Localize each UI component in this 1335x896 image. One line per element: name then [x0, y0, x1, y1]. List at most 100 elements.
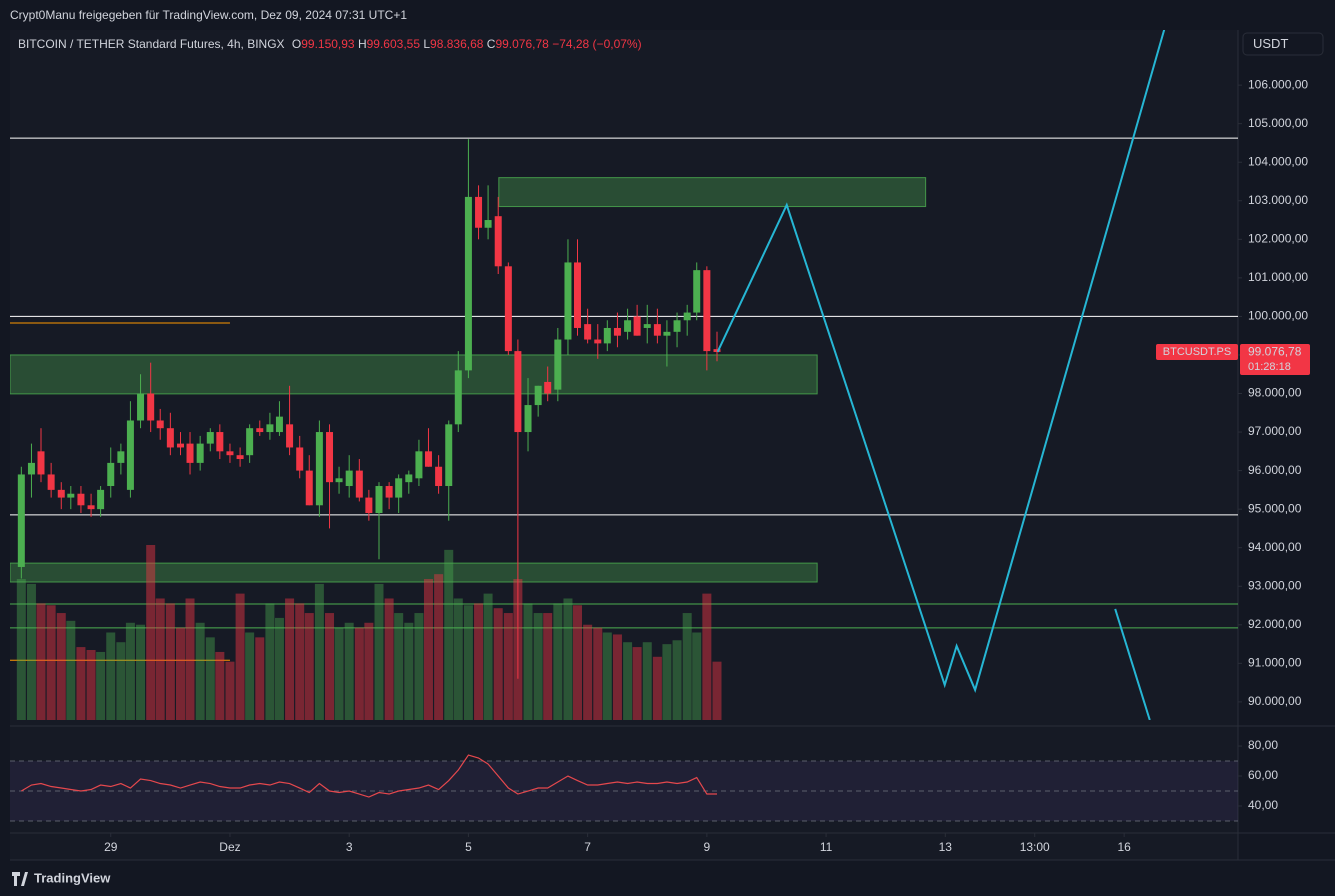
- volume-bar: [702, 593, 712, 720]
- volume-bar: [46, 605, 56, 720]
- volume-bar: [354, 627, 364, 720]
- volume-bar: [334, 627, 344, 720]
- candle-body: [286, 424, 294, 448]
- candle-body: [345, 470, 353, 487]
- x-tick-label: 9: [704, 840, 711, 854]
- candle-body: [365, 497, 373, 513]
- y-tick-label: 103.000,00: [1248, 193, 1308, 207]
- volume-bar: [76, 647, 86, 720]
- y-tick-label: 90.000,00: [1248, 694, 1302, 708]
- symbol: BITCOIN / TETHER Standard Futures, 4h, B…: [18, 37, 285, 51]
- y-tick-label: 105.000,00: [1248, 116, 1308, 130]
- candle-body: [176, 443, 184, 448]
- candle-body: [484, 220, 492, 228]
- volume-bar: [106, 632, 116, 720]
- candle-body: [395, 478, 403, 498]
- candle-body: [186, 443, 194, 463]
- rsi-tick-label: 80,00: [1248, 738, 1278, 752]
- volume-bar: [205, 637, 215, 720]
- volume-bar: [56, 613, 66, 720]
- volume-bar: [632, 647, 642, 720]
- ohlc-key: L: [423, 37, 430, 51]
- legend: BITCOIN / TETHER Standard Futures, 4h, B…: [18, 37, 642, 51]
- volume-bar: [155, 598, 165, 720]
- candle-body: [683, 312, 691, 321]
- x-tick-label: 11: [820, 840, 833, 854]
- volume-bar: [394, 613, 404, 720]
- candle-body: [126, 420, 134, 490]
- currency[interactable]: USDT: [1253, 36, 1288, 51]
- volume-bar: [36, 603, 46, 720]
- candle-body: [246, 428, 254, 456]
- volume-bar: [652, 656, 662, 720]
- volume-bar: [295, 603, 305, 720]
- volume-bar: [583, 624, 593, 720]
- volume-bar: [136, 624, 146, 720]
- y-tick-label: 97.000,00: [1248, 424, 1302, 438]
- y-tick-label: 102.000,00: [1248, 231, 1308, 245]
- ohlc-key: O: [292, 37, 301, 51]
- volume-bar: [602, 632, 612, 720]
- volume-bar: [185, 598, 195, 720]
- change: −74,28 (−0,07%): [552, 37, 641, 51]
- y-tick-label: 95.000,00: [1248, 501, 1302, 515]
- candle-body: [355, 470, 363, 498]
- volume-bar: [86, 650, 96, 720]
- y-tick-label: 106.000,00: [1248, 77, 1308, 91]
- volume-bar: [16, 579, 26, 720]
- candle-body: [266, 424, 274, 433]
- volume-bar: [96, 651, 106, 720]
- candle-body: [256, 428, 264, 433]
- volume-bar: [474, 603, 484, 720]
- volume-bar: [325, 613, 335, 720]
- volume-bar: [503, 613, 513, 720]
- y-tick-label: 93.000,00: [1248, 578, 1302, 592]
- volume-bar: [344, 622, 354, 720]
- candle-body: [633, 316, 641, 336]
- volume-bar: [116, 642, 126, 720]
- ohlc-value: 99.076,78: [495, 37, 549, 51]
- volume-bar: [573, 605, 583, 720]
- x-tick-label: 3: [346, 840, 353, 854]
- candle-body: [226, 451, 234, 456]
- volume-bar: [374, 583, 384, 720]
- candle-body: [643, 324, 651, 328]
- candle-body: [206, 432, 214, 444]
- candle-body: [594, 339, 602, 344]
- volume-bar: [493, 608, 503, 720]
- volume-bar: [642, 642, 652, 720]
- page-title: Crypt0Manu freigegeben für TradingView.c…: [10, 8, 407, 22]
- candle-body: [57, 489, 65, 498]
- volume-bar: [245, 632, 255, 720]
- volume-bar: [215, 651, 225, 720]
- ohlc-value: 99.603,55: [367, 37, 421, 51]
- candle-body: [335, 478, 343, 483]
- volume-bar: [404, 622, 414, 720]
- volume-bar: [423, 579, 433, 720]
- volume-bar: [712, 661, 722, 720]
- ohlc-value: 99.150,93: [301, 37, 355, 51]
- candle-body: [77, 493, 85, 506]
- candle-body: [405, 474, 413, 483]
- candle-body: [504, 266, 512, 352]
- plot-background: [10, 30, 1238, 860]
- volume-bar: [274, 617, 284, 720]
- volume-bar: [623, 642, 633, 720]
- candle-body: [196, 443, 204, 463]
- currency-button[interactable]: [1242, 32, 1324, 56]
- volume-bar: [255, 637, 265, 720]
- y-tick-label: 101.000,00: [1248, 270, 1308, 284]
- axes: 90.000,00 91.000,00 92.000,00 93.000,00 94.0…: [104, 77, 1310, 854]
- volume-bar: [444, 549, 454, 720]
- candle-body: [445, 424, 453, 487]
- price-tag-label: 99.076,78: [1248, 345, 1302, 359]
- volume-bar: [26, 583, 36, 720]
- candle-body: [47, 474, 55, 490]
- candle-body: [87, 505, 95, 510]
- candle-body: [375, 486, 383, 513]
- x-tick-label: 5: [465, 840, 472, 854]
- countdown: 01:28:18: [1248, 361, 1291, 373]
- x-tick-label: 13: [939, 840, 953, 854]
- volume-bar: [285, 598, 295, 720]
- volume-bar: [672, 640, 682, 720]
